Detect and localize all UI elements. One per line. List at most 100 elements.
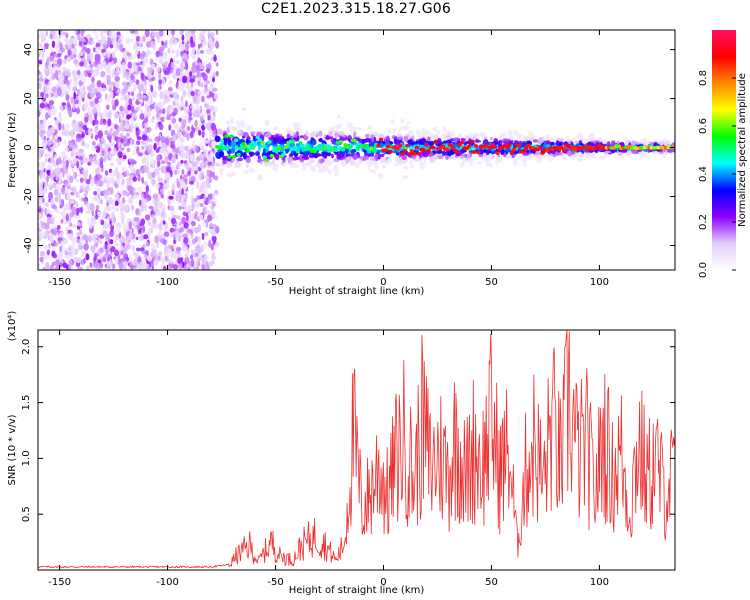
noise-cell xyxy=(170,30,176,36)
signal-ridge xyxy=(234,138,239,142)
signal-cell xyxy=(413,158,420,162)
noise-cell xyxy=(172,264,179,270)
noise-cell xyxy=(114,112,120,118)
noise-cell xyxy=(191,161,197,168)
noise-cell xyxy=(107,197,113,205)
signal-cell xyxy=(390,118,395,124)
noise-cell xyxy=(119,43,124,52)
noise-cell xyxy=(146,263,150,268)
signal-cell xyxy=(636,141,640,145)
noise-cell xyxy=(96,46,101,53)
noise-cell xyxy=(151,76,156,81)
signal-cell xyxy=(256,131,261,137)
noise-cell xyxy=(80,130,85,139)
noise-cell xyxy=(64,250,68,256)
noise-cell xyxy=(99,121,103,126)
signal-cell xyxy=(437,154,444,160)
noise-cell xyxy=(159,55,164,62)
noise-cell xyxy=(172,49,175,54)
noise-cell xyxy=(48,62,52,69)
noise-cell xyxy=(175,164,179,170)
signal-cell xyxy=(337,114,341,119)
noise-cell xyxy=(151,213,156,220)
signal-cell xyxy=(481,156,487,161)
noise-cell xyxy=(199,202,204,208)
noise-cell xyxy=(106,181,111,190)
signal-ridge xyxy=(395,146,400,151)
signal-cell xyxy=(341,159,347,167)
noise-cell xyxy=(89,69,94,74)
noise-cell xyxy=(207,115,211,121)
signal-cell xyxy=(654,150,658,155)
noise-cell xyxy=(148,205,154,210)
noise-cell xyxy=(199,185,204,193)
noise-cell xyxy=(196,245,202,253)
signal-cell xyxy=(599,155,604,161)
noise-cell xyxy=(92,141,96,146)
signal-cell xyxy=(409,159,413,165)
noise-cell xyxy=(49,264,54,270)
noise-cell xyxy=(130,118,135,126)
signal-cell xyxy=(513,130,518,135)
signal-cell xyxy=(420,163,425,170)
signal-ridge xyxy=(400,152,405,156)
signal-cell xyxy=(348,153,355,157)
signal-cell xyxy=(327,169,333,176)
noise-cell xyxy=(69,187,74,192)
noise-cell xyxy=(56,88,62,97)
signal-ridge xyxy=(388,150,393,154)
noise-cell xyxy=(201,221,205,227)
noise-cell xyxy=(211,131,217,138)
noise-cell xyxy=(194,144,198,152)
colorbar-label: Normalized spectral amplitude xyxy=(737,73,748,227)
noise-cell xyxy=(85,210,91,214)
signal-cell xyxy=(421,127,425,133)
noise-cell xyxy=(73,80,78,86)
noise-cell xyxy=(179,76,183,82)
noise-cell xyxy=(69,37,73,45)
signal-cell xyxy=(331,153,334,159)
noise-cell xyxy=(84,102,89,111)
noise-cell xyxy=(97,211,101,217)
noise-cell xyxy=(180,145,185,150)
noise-cell xyxy=(135,128,141,136)
noise-cell xyxy=(52,253,58,259)
signal-cell xyxy=(230,126,237,130)
noise-cell xyxy=(191,258,195,267)
noise-cell xyxy=(93,255,97,261)
noise-cell xyxy=(199,172,204,179)
noise-cell xyxy=(104,195,109,202)
colorbar-tick-label: 0.4 xyxy=(698,166,709,182)
noise-cell xyxy=(138,87,142,94)
signal-ridge xyxy=(352,138,358,143)
noise-cell xyxy=(194,170,198,175)
noise-cell xyxy=(178,37,182,45)
noise-cell xyxy=(93,191,98,196)
snr-y-tick-label: 0.5 xyxy=(21,506,32,522)
noise-cell xyxy=(145,197,149,203)
noise-cell xyxy=(55,174,59,181)
signal-ridge xyxy=(376,143,381,148)
noise-cell xyxy=(87,217,91,226)
noise-cell xyxy=(55,133,59,141)
noise-cell xyxy=(185,35,191,40)
noise-cell xyxy=(158,109,164,114)
noise-cell xyxy=(108,58,112,63)
snr-x-tick-label: -100 xyxy=(156,577,179,588)
noise-cell xyxy=(209,151,214,159)
noise-cell xyxy=(133,258,138,267)
noise-cell xyxy=(44,245,50,251)
noise-cell xyxy=(115,179,121,184)
noise-cell xyxy=(104,56,110,63)
noise-cell xyxy=(204,174,210,180)
noise-cell xyxy=(58,122,62,131)
signal-cell xyxy=(379,153,385,157)
signal-ridge xyxy=(402,149,408,153)
noise-cell xyxy=(123,135,127,143)
noise-cell xyxy=(178,205,182,211)
signal-cell xyxy=(339,154,345,158)
noise-cell xyxy=(111,203,116,210)
noise-cell xyxy=(198,214,204,221)
signal-cell xyxy=(286,133,291,139)
noise-cell xyxy=(196,195,200,201)
